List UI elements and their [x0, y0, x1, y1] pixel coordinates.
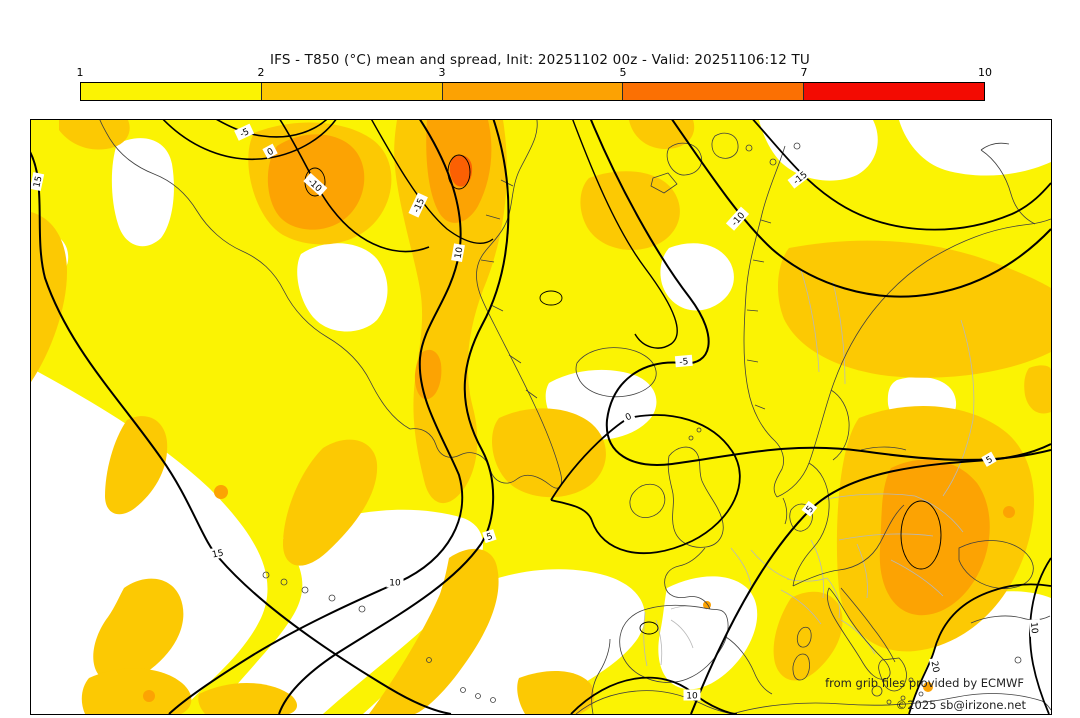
svg-text:15: 15	[32, 175, 44, 188]
colorbar-segment	[804, 83, 984, 100]
svg-text:15: 15	[211, 548, 224, 560]
spread-colorbar: 1 2 3 5 7 10	[76, 66, 993, 101]
svg-text:5: 5	[805, 504, 816, 515]
colorbar-tick: 7	[800, 66, 808, 79]
colorbar-tick: 3	[438, 66, 446, 79]
svg-text:10: 10	[686, 692, 698, 702]
svg-text:5: 5	[985, 455, 995, 467]
colorbar-tick: 1	[76, 66, 84, 79]
svg-text:10: 10	[454, 246, 466, 259]
contour-label: 0	[620, 408, 636, 424]
svg-text:10: 10	[389, 579, 401, 589]
isotherm-layer	[31, 120, 1051, 714]
attribution-copyright: ©2025 sb@irizone.net	[896, 698, 1027, 712]
colorbar-ticks: 1 2 3 5 7 10	[76, 66, 993, 82]
svg-text:5: 5	[486, 532, 495, 543]
forecast-map: 15 -5 0 -10 -15 10 -10 -15 -5 0 5 5 5 10 15 10 10 20 from…	[30, 119, 1052, 715]
spread-high-orange-layer	[143, 120, 1015, 702]
contour-label: 20	[929, 657, 943, 676]
contour-label: 5	[482, 529, 497, 543]
spread-veryhigh-red-layer	[449, 155, 473, 187]
svg-text:10: 10	[1028, 622, 1039, 635]
contour-label: 10	[683, 689, 701, 702]
colorbar-segment	[442, 83, 624, 100]
colorbar-tick: 2	[257, 66, 265, 79]
contour-label: 10	[1028, 618, 1042, 637]
country-borders-layer	[643, 269, 975, 667]
colorbar-segment	[261, 83, 443, 100]
colorbar-segment	[81, 83, 262, 100]
spread-mid-gold-layer	[31, 120, 1051, 714]
contour-label: -5	[674, 354, 693, 368]
contour-label: 5	[981, 451, 997, 467]
contour-label: 10	[386, 576, 404, 589]
colorbar-tick: 5	[619, 66, 627, 79]
colorbar-bar	[80, 82, 985, 101]
chart-title: IFS - T850 (°C) mean and spread, Init: 2…	[269, 52, 811, 68]
svg-text:20: 20	[929, 660, 941, 673]
contour-label: 15	[208, 545, 228, 561]
svg-text:-5: -5	[239, 127, 251, 140]
svg-text:0: 0	[624, 412, 634, 424]
svg-text:-5: -5	[679, 357, 689, 368]
colorbar-tick: 10	[978, 66, 992, 79]
colorbar-segment	[623, 83, 805, 100]
contour-label: 5	[801, 500, 818, 517]
contour-label: 10	[451, 243, 466, 262]
svg-text:0: 0	[266, 147, 276, 159]
attribution-provider: from grib files provided by ECMWF	[825, 676, 1024, 690]
coastline-layer	[99, 120, 1051, 714]
contour-label: 0	[262, 143, 278, 159]
contour-label: -5	[234, 123, 255, 141]
contour-label: 15	[31, 172, 45, 192]
